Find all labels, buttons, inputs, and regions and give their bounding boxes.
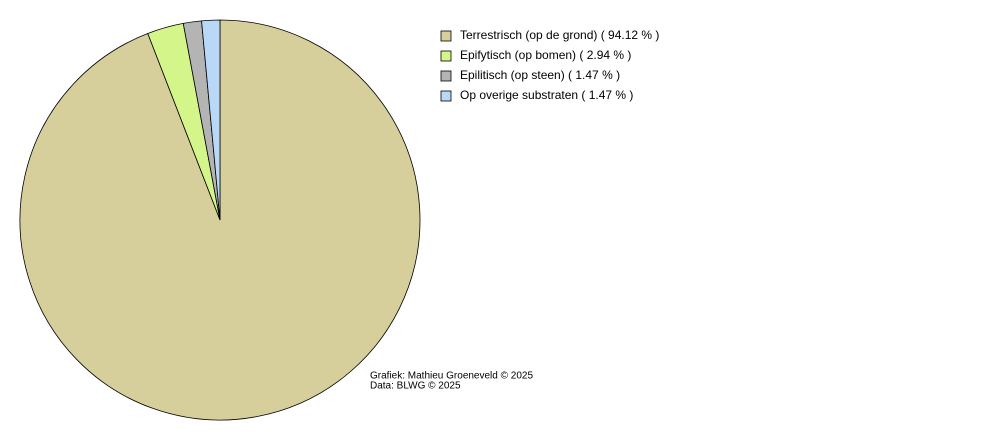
legend-swatch <box>440 90 452 102</box>
legend-swatch <box>440 70 452 82</box>
legend-label: Epifytisch (op bomen) ( 2.94 % ) <box>460 48 631 62</box>
credit-line: Grafiek: Mathieu Groeneveld © 2025 <box>370 371 533 382</box>
legend-label: Terrestrisch (op de grond) ( 94.12 % ) <box>460 28 659 42</box>
legend-swatch <box>440 30 452 42</box>
legend-swatch <box>440 50 452 62</box>
pie-slice <box>201 19 221 221</box>
legend-label: Epilitisch (op steen) ( 1.47 % ) <box>460 68 620 82</box>
legend-label: Op overige substraten ( 1.47 % ) <box>460 88 633 102</box>
credit-line: Data: BLWG © 2025 <box>370 381 461 392</box>
